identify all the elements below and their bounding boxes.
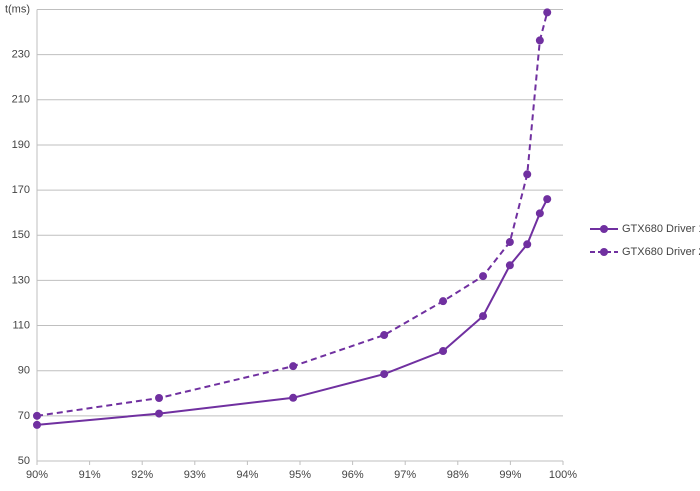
data-point — [289, 393, 298, 402]
y-tick-label: 110 — [12, 319, 30, 331]
legend-marker — [600, 248, 608, 256]
data-point — [33, 420, 41, 429]
series-line — [36, 12, 549, 417]
data-point — [543, 8, 552, 17]
data-point — [380, 331, 389, 340]
legend-label: GTX680 Driver 2 — [622, 246, 700, 258]
data-point — [505, 238, 514, 247]
data-point — [505, 261, 514, 270]
legend-label: GTX680 Driver 1 — [622, 223, 700, 235]
data-point — [439, 347, 448, 356]
data-point — [439, 297, 448, 306]
y-tick-label: 50 — [18, 455, 30, 467]
y-tick-label: 190 — [12, 139, 30, 151]
data-point — [535, 209, 544, 218]
x-tick-label: 95% — [289, 469, 311, 481]
x-tick-label: 94% — [236, 469, 258, 481]
data-point — [155, 409, 164, 418]
y-tick-label: 130 — [12, 274, 30, 286]
data-point — [380, 370, 389, 379]
x-tick-label: 93% — [184, 469, 206, 481]
x-tick-label: 91% — [79, 469, 101, 481]
x-tick-label: 100% — [549, 469, 577, 481]
y-tick-label: 90 — [18, 365, 30, 377]
x-tick-label: 92% — [131, 469, 153, 481]
series-line — [36, 198, 549, 426]
y-tick-label: 170 — [12, 184, 30, 196]
legend-marker — [600, 225, 608, 233]
y-tick-label: 230 — [12, 49, 30, 61]
x-tick-label: 98% — [447, 469, 469, 481]
data-point — [523, 170, 532, 179]
x-tick-label: 96% — [342, 469, 364, 481]
x-tick-label: 97% — [394, 469, 416, 481]
data-point — [523, 240, 532, 249]
data-point — [535, 36, 544, 45]
data-point — [289, 362, 298, 371]
data-point — [479, 312, 488, 321]
y-tick-label: 70 — [18, 410, 30, 422]
data-point — [155, 394, 164, 403]
x-tick-label: 99% — [499, 469, 521, 481]
y-tick-label: t(ms) — [5, 3, 30, 15]
y-tick-label: 210 — [12, 94, 30, 106]
data-point — [33, 411, 41, 420]
data-point — [543, 195, 552, 204]
x-tick-label: 90% — [26, 469, 48, 481]
y-tick-label: 150 — [12, 229, 30, 241]
data-point — [479, 272, 488, 281]
